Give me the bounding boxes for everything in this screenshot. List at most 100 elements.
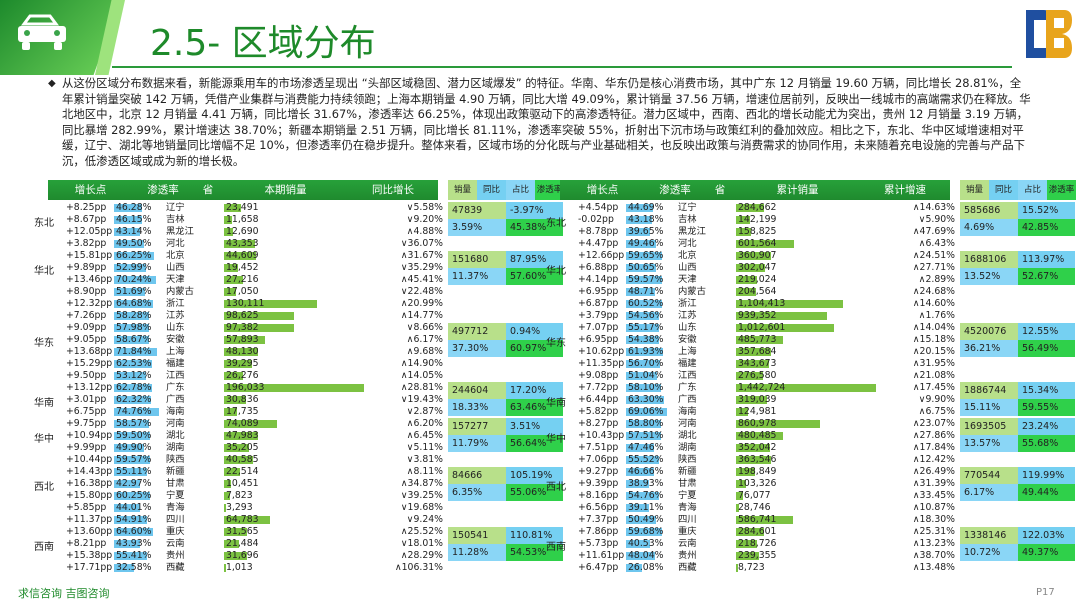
province-name: 陕西 xyxy=(166,454,185,465)
growth-point: +7.37pp xyxy=(578,514,619,525)
growth-rate: ∧12.42% xyxy=(912,454,955,465)
table-row: +3.01pp 62.32% 广西 30,836 ∨19.43% xyxy=(48,394,443,406)
sales-value: 124,981 xyxy=(738,406,777,417)
penetration-rate: 42.97% xyxy=(116,478,152,489)
table-row: +9.08pp 51.04% 江西 276,580 ∧21.08% xyxy=(560,370,955,382)
sales-bar xyxy=(736,456,772,464)
table-row: +6.95pp 48.71% 内蒙古 204,564 ∧24.68% xyxy=(560,286,955,298)
growth-rate: ∧14.05% xyxy=(400,370,443,381)
growth-point: +6.75pp xyxy=(66,406,107,417)
sales-bar xyxy=(736,276,758,284)
growth-point: +3.01pp xyxy=(66,394,107,405)
growth-point: +14.43pp xyxy=(66,466,113,477)
region-summary-box: 4520076 12.55% 36.21% 56.49% xyxy=(960,323,1075,357)
sales-bar xyxy=(224,372,243,380)
growth-rate: ∨9.24% xyxy=(406,514,443,525)
region-yoy: 15.52% xyxy=(1018,202,1075,219)
growth-rate: ∨5.58% xyxy=(406,202,443,213)
sales-value: 276,580 xyxy=(738,370,777,381)
region-penetration: 55.06% xyxy=(506,484,563,501)
table-row: +15.81pp 66.25% 北京 44,609 ∧31.67% xyxy=(48,250,443,262)
region-penetration: 63.46% xyxy=(506,399,563,416)
penetration-bar xyxy=(626,432,661,440)
growth-point: +5.82pp xyxy=(578,406,619,417)
penetration-bar xyxy=(626,468,654,476)
sales-value: 12,690 xyxy=(226,226,259,237)
sales-value: 57,893 xyxy=(226,334,259,345)
summary-column-header: 同比 xyxy=(477,180,506,200)
penetration-rate: 69.06% xyxy=(628,406,664,417)
penetration-bar xyxy=(114,408,159,416)
province-name: 内蒙古 xyxy=(678,286,706,297)
growth-rate: ∧14.63% xyxy=(912,202,955,213)
sales-bar xyxy=(736,408,749,416)
penetration-bar xyxy=(626,420,662,428)
region-yoy: 113.97% xyxy=(1018,251,1075,268)
growth-rate: ∧106.31% xyxy=(394,562,443,573)
region-share: 18.33% xyxy=(448,399,506,416)
region-summary-box: 244604 17.20% 18.33% 63.46% xyxy=(448,382,563,416)
sales-bar xyxy=(736,216,750,224)
penetration-rate: 58.80% xyxy=(628,418,664,429)
table-row: +7.72pp 58.10% 广东 1,442,724 ∧17.45% xyxy=(560,382,955,394)
sales-bar xyxy=(224,504,227,512)
penetration-bar xyxy=(114,468,148,476)
province-name: 西藏 xyxy=(166,562,185,573)
region-sales: 47839 xyxy=(448,202,506,219)
province-name: 陕西 xyxy=(678,454,697,465)
penetration-rate: 50.49% xyxy=(628,514,664,525)
region-sales: 497712 xyxy=(448,323,506,340)
sales-value: 204,564 xyxy=(738,286,777,297)
region-label: 西南 xyxy=(546,542,566,553)
sales-bar xyxy=(224,480,232,488)
penetration-rate: 54.91% xyxy=(116,514,152,525)
right-panel: 增长点 渗透率省累计销量 累计增速 销量 同比 占比 渗透率 +4.54pp 44.69% 辽宁 2… xyxy=(546,180,1080,582)
table-row: +6.88pp 50.65% 山西 302,047 ∧27.71% xyxy=(560,262,955,274)
penetration-rate: 40.53% xyxy=(628,538,664,549)
summary-column-header: 占比 xyxy=(1018,180,1047,200)
growth-rate: ∧17.45% xyxy=(912,382,955,393)
table-row: +7.51pp 47.46% 湖南 352,042 ∧17.84% xyxy=(560,442,955,454)
sales-value: 196,033 xyxy=(226,382,265,393)
growth-point: +13.46pp xyxy=(66,274,113,285)
growth-point: +15.81pp xyxy=(66,250,113,261)
region-yoy: 110.81% xyxy=(506,527,563,544)
province-name: 湖北 xyxy=(166,430,185,441)
growth-point: +5.85pp xyxy=(66,502,107,513)
growth-rate: ∨18.01% xyxy=(400,538,443,549)
region-label: 东北 xyxy=(546,218,566,229)
sales-value: 31,696 xyxy=(226,550,259,561)
sales-value: 485,773 xyxy=(738,334,777,345)
penetration-rate: 43.18% xyxy=(628,214,664,225)
penetration-rate: 61.93% xyxy=(628,346,664,357)
growth-rate: ∧38.70% xyxy=(912,550,955,561)
sales-value: 43,353 xyxy=(226,238,259,249)
growth-rate: ∧31.39% xyxy=(912,478,955,489)
penetration-bar xyxy=(626,396,664,404)
penetration-rate: 54.56% xyxy=(628,310,664,321)
province-name: 新疆 xyxy=(678,466,697,477)
penetration-bar xyxy=(626,204,653,212)
region-sales: 84666 xyxy=(448,467,506,484)
growth-rate: ∧24.68% xyxy=(912,286,955,297)
sales-bar xyxy=(224,360,253,368)
sales-bar xyxy=(736,492,744,500)
sales-value: 19,452 xyxy=(226,262,259,273)
penetration-bar xyxy=(114,252,154,260)
sales-value: 302,047 xyxy=(738,262,777,273)
sales-value: 198,849 xyxy=(738,466,777,477)
sales-bar xyxy=(736,300,844,308)
region-label: 华南 xyxy=(546,398,566,409)
region-penetration: 60.97% xyxy=(506,340,563,357)
province-name: 广西 xyxy=(678,394,697,405)
table-row: +6.44pp 63.30% 广西 319,039 ∨9.90% xyxy=(560,394,955,406)
province-name: 山东 xyxy=(678,322,697,333)
penetration-rate: 62.53% xyxy=(116,358,152,369)
growth-rate: ∨39.25% xyxy=(400,490,443,501)
province-name: 河北 xyxy=(678,238,697,249)
region-label: 西北 xyxy=(34,482,54,493)
region-sales: 1688106 xyxy=(960,251,1018,268)
sales-value: 47,983 xyxy=(226,430,259,441)
brand-logo-icon xyxy=(1026,10,1072,58)
region-summary-header: 销量 同比 占比 渗透率 xyxy=(448,180,564,200)
